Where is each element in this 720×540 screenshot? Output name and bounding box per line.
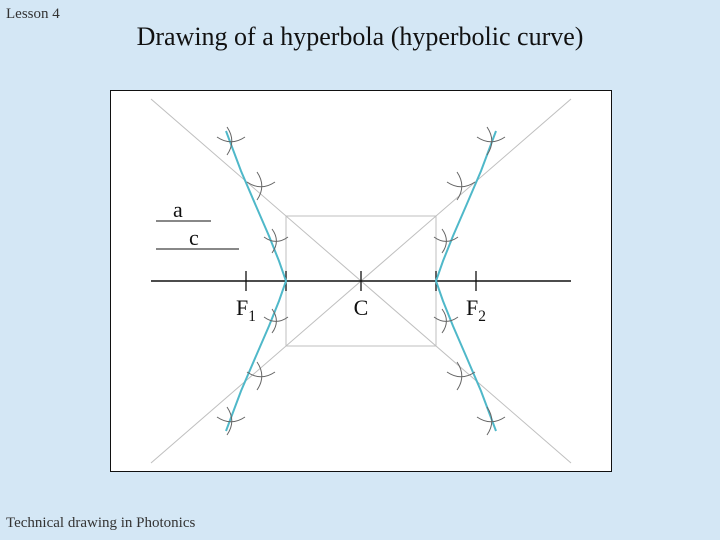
page-title: Drawing of a hyperbola (hyperbolic curve… (0, 22, 720, 52)
svg-text:F1: F1 (236, 295, 256, 325)
svg-text:C: C (354, 295, 369, 320)
figure-container: F1 C F2 a c (110, 90, 612, 472)
footer-text: Technical drawing in Photonics (6, 515, 195, 532)
param-c-label: c (189, 225, 199, 251)
lesson-label: Lesson 4 (6, 6, 60, 23)
param-a-label: a (173, 197, 183, 223)
hyperbola-diagram: F1 C F2 (111, 91, 611, 471)
svg-text:F2: F2 (466, 295, 486, 325)
